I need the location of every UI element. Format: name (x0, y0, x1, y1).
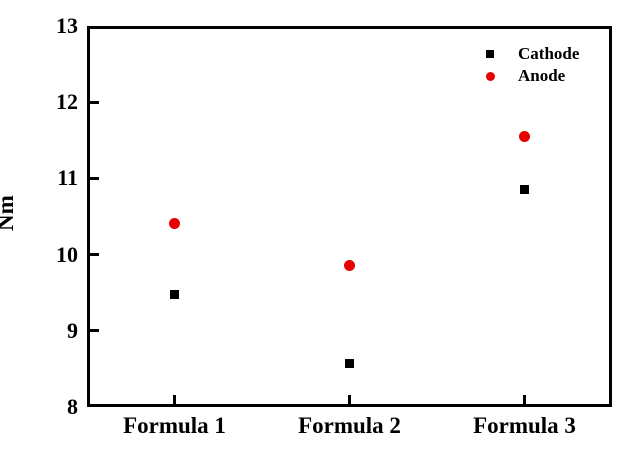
point-anode-formula-3 (519, 130, 530, 142)
x-tick-label: Formula 3 (473, 413, 576, 438)
x-tick (173, 395, 176, 404)
legend-label: Cathode (518, 44, 580, 63)
y-tick-label: 13 (56, 13, 78, 38)
y-tick (90, 329, 99, 333)
point-anode-formula-1 (169, 217, 180, 229)
y-tick (90, 176, 99, 180)
point-cathode-formula-3 (520, 184, 529, 194)
y-tick (90, 253, 99, 257)
legend-marker-box (483, 71, 497, 81)
x-tick-label: Formula 2 (298, 413, 401, 438)
y-tick-label: 10 (56, 241, 78, 267)
y-tick-label: 12 (56, 89, 78, 115)
x-tick (348, 395, 351, 404)
y-tick-label: 9 (67, 317, 78, 343)
legend-square-icon (486, 50, 494, 58)
x-tick (523, 395, 526, 404)
point-cathode-formula-1 (170, 289, 179, 299)
legend-item-anode: Anode (483, 65, 579, 87)
y-tick-label: 8 (67, 394, 78, 419)
legend-marker-box (483, 50, 497, 58)
y-tick (90, 100, 99, 104)
point-cathode-formula-2 (345, 359, 354, 369)
legend: Cathode Anode (483, 43, 579, 87)
legend-label: Anode (518, 66, 566, 85)
legend-item-cathode: Cathode (483, 43, 579, 65)
y-axis-title: Nm (0, 195, 18, 231)
y-tick-label: 11 (57, 165, 78, 191)
plot-area (87, 26, 612, 407)
x-tick-label: Formula 1 (123, 413, 226, 438)
point-anode-formula-2 (344, 259, 355, 271)
legend-circle-icon (485, 71, 495, 81)
